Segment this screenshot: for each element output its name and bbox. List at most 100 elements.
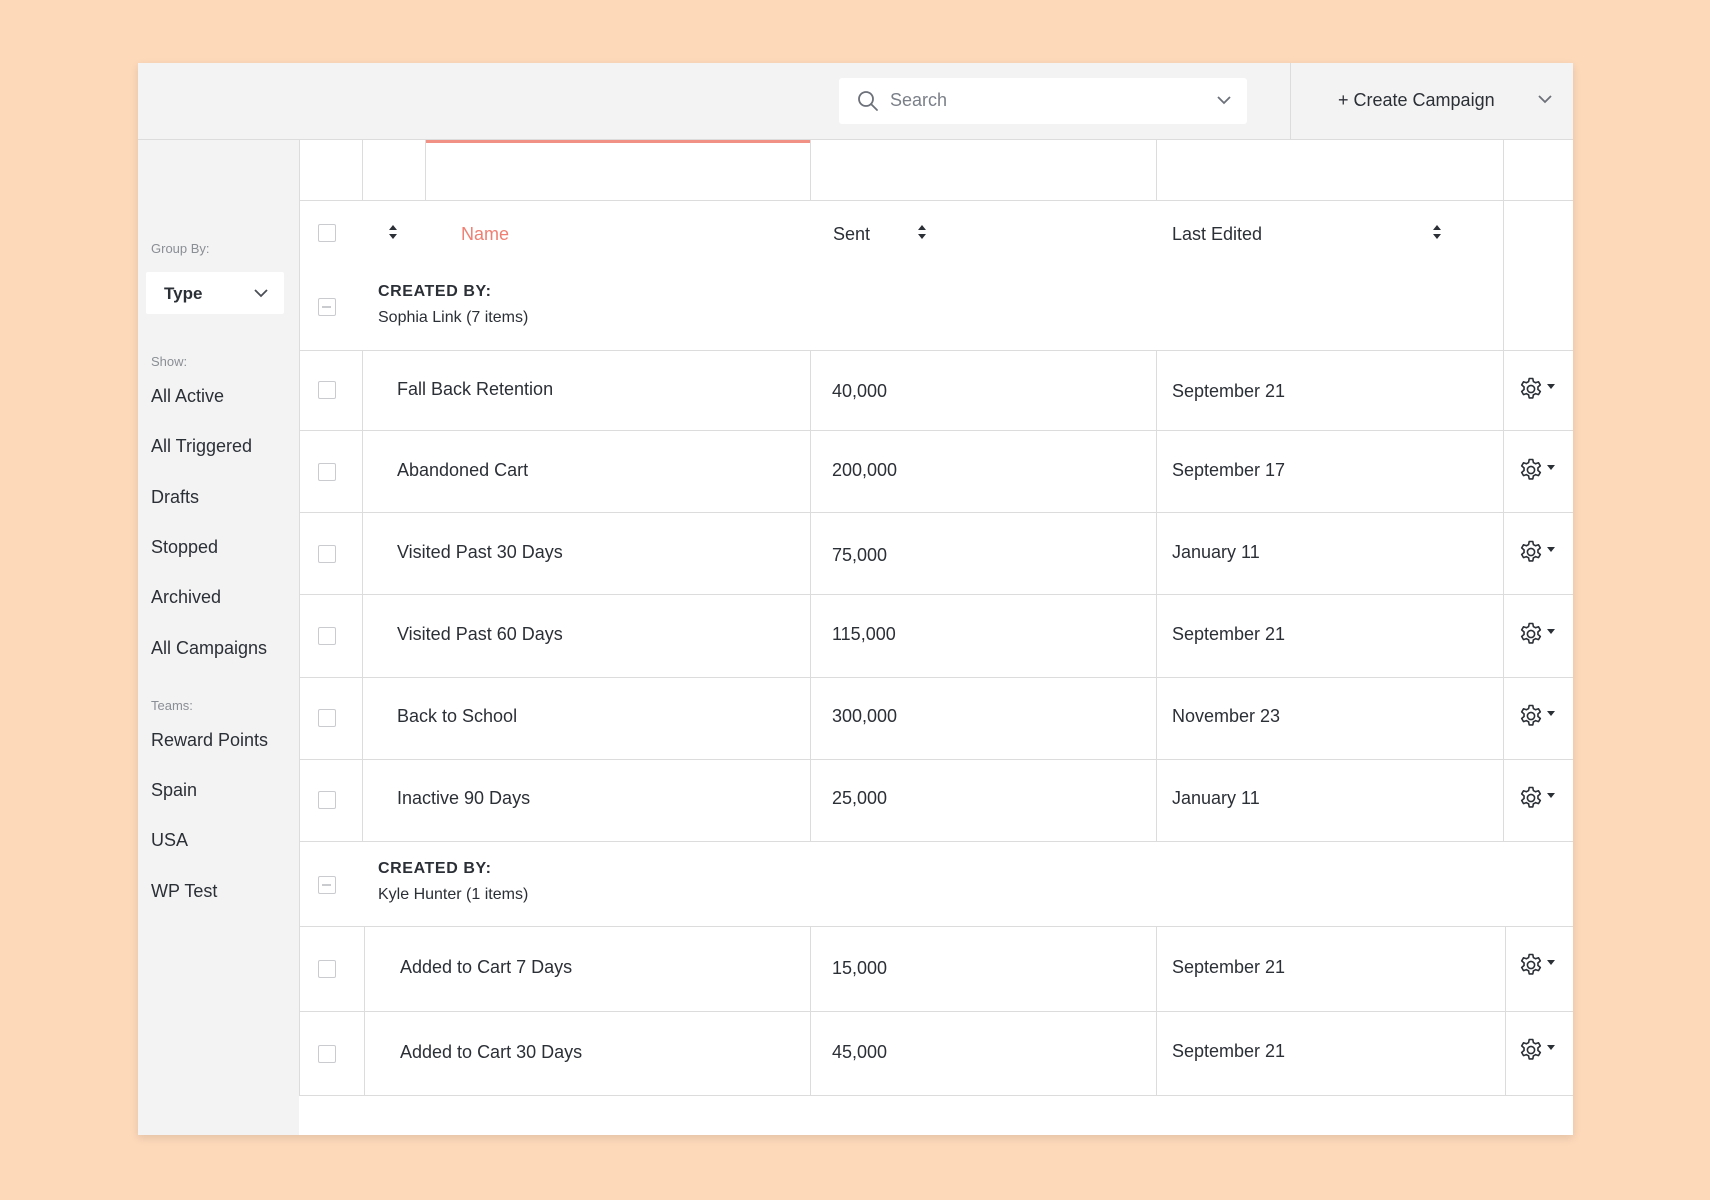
column-header-sent[interactable]: Sent [833,224,871,244]
row-name[interactable]: Fall Back Retention [397,379,554,399]
caret-down-icon[interactable] [1547,465,1555,471]
gear-icon[interactable] [1518,457,1544,483]
row-checkbox[interactable] [318,627,336,645]
divider [810,926,811,1096]
row-name[interactable]: Back to School [397,706,518,726]
column-header-name[interactable]: Name [461,224,510,244]
sidebar-item-spain[interactable]: Spain [151,780,198,800]
sidebar-item-stopped[interactable]: Stopped [151,537,219,557]
divider [299,594,1573,595]
gear-icon[interactable] [1518,539,1544,565]
sort-icon[interactable] [1432,223,1442,241]
group-by-value: Type [164,284,203,303]
caret-down-icon[interactable] [1547,547,1555,553]
toolbar-divider [1290,63,1291,139]
create-campaign-button[interactable]: + Create Campaign [1338,85,1552,115]
row-last-edited: November 23 [1172,706,1281,726]
sort-icon[interactable] [388,223,398,241]
sidebar-item-archived[interactable]: Archived [151,587,222,607]
group-title: CREATED BY: [378,860,492,877]
teams-label: Teams: [151,698,193,713]
row-checkbox[interactable] [318,545,336,563]
row-sent: 300,000 [832,706,898,726]
row-last-edited: September 17 [1172,460,1286,480]
sidebar-item-wp-test[interactable]: WP Test [151,881,218,901]
sidebar-item-reward-points[interactable]: Reward Points [151,730,269,750]
caret-down-icon[interactable] [1547,960,1555,966]
row-last-edited: January 11 [1172,542,1260,562]
sidebar-item-all-triggered[interactable]: All Triggered [151,436,253,456]
gear-icon[interactable] [1518,1037,1544,1063]
toolbar: Search + Create Campaign [138,63,1573,140]
row-sent: 15,000 [832,958,888,978]
sidebar-item-all-campaigns[interactable]: All Campaigns [151,638,268,658]
row-checkbox[interactable] [318,381,336,399]
row-name[interactable]: Visited Past 60 Days [397,624,563,644]
divider [299,1011,1573,1012]
row-sent: 25,000 [832,788,888,808]
campaigns-panel: Search + Create Campaign Group By: Type … [138,63,1573,1135]
divider [425,140,426,201]
divider [299,200,1573,201]
gear-icon[interactable] [1518,785,1544,811]
row-checkbox[interactable] [318,709,336,727]
row-last-edited: September 21 [1172,1041,1286,1061]
row-name[interactable]: Inactive 90 Days [397,788,531,808]
sort-icon[interactable] [917,223,927,241]
row-name[interactable]: Visited Past 30 Days [397,542,563,562]
caret-down-icon[interactable] [1547,793,1555,799]
column-header-last-edited[interactable]: Last Edited [1172,224,1263,244]
sidebar-item-all-active[interactable]: All Active [151,386,225,406]
sidebar-item-drafts[interactable]: Drafts [151,487,200,507]
search-icon [858,91,878,111]
row-last-edited: January 11 [1172,788,1260,808]
caret-down-icon[interactable] [1547,1045,1555,1051]
divider [299,759,1573,760]
divider [299,677,1573,678]
group-checkbox[interactable] [318,876,336,894]
group-by-select[interactable]: Type [146,272,284,314]
divider [1156,350,1157,842]
row-name[interactable]: Abandoned Cart [397,460,529,480]
divider [299,430,1573,431]
caret-down-icon[interactable] [1547,629,1555,635]
divider [299,512,1573,513]
chevron-down-icon[interactable] [1538,94,1552,104]
row-sent: 115,000 [832,624,896,644]
divider [1505,926,1506,1096]
divider [299,350,1573,351]
row-checkbox[interactable] [318,960,336,978]
row-sent: 45,000 [832,1042,888,1062]
row-sent: 40,000 [832,381,888,401]
show-label: Show: [151,354,188,369]
group-checkbox[interactable] [318,298,336,316]
select-all-checkbox[interactable] [318,224,336,242]
gear-icon[interactable] [1518,621,1544,647]
row-name[interactable]: Added to Cart 7 Days [400,957,573,977]
gear-icon[interactable] [1518,376,1544,402]
sidebar-item-usa[interactable]: USA [151,830,189,850]
row-sent: 75,000 [832,545,888,565]
gear-icon[interactable] [1518,703,1544,729]
divider [810,140,811,201]
caret-down-icon[interactable] [1547,711,1555,717]
divider [299,841,1573,842]
caret-down-icon[interactable] [1547,384,1555,390]
active-sort-indicator [425,140,810,143]
search-input[interactable]: Search [839,78,1247,124]
chevron-down-icon [254,289,268,298]
group-title: CREATED BY: [378,283,492,300]
sidebar: Group By: Type Show: All Active All Trig… [138,140,299,1135]
row-name[interactable]: Added to Cart 30 Days [400,1042,583,1062]
row-last-edited: September 21 [1172,957,1286,977]
divider [1156,140,1157,201]
create-campaign-label: + Create Campaign [1338,89,1495,110]
row-checkbox[interactable] [318,791,336,809]
chevron-down-icon[interactable] [1217,95,1231,105]
row-checkbox[interactable] [318,463,336,481]
row-checkbox[interactable] [318,1045,336,1063]
divider [299,926,1573,927]
divider [362,350,363,842]
gear-icon[interactable] [1518,952,1544,978]
row-last-edited: September 21 [1172,624,1286,644]
